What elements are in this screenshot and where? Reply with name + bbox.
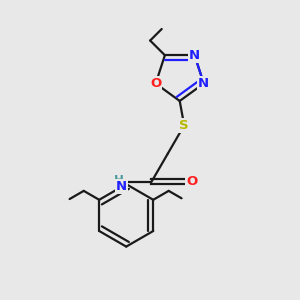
- Text: O: O: [150, 77, 161, 90]
- Text: S: S: [179, 119, 189, 132]
- Text: H: H: [114, 174, 124, 187]
- Text: N: N: [189, 49, 200, 62]
- Text: N: N: [198, 77, 209, 90]
- Text: N: N: [116, 180, 127, 193]
- Text: O: O: [186, 175, 197, 188]
